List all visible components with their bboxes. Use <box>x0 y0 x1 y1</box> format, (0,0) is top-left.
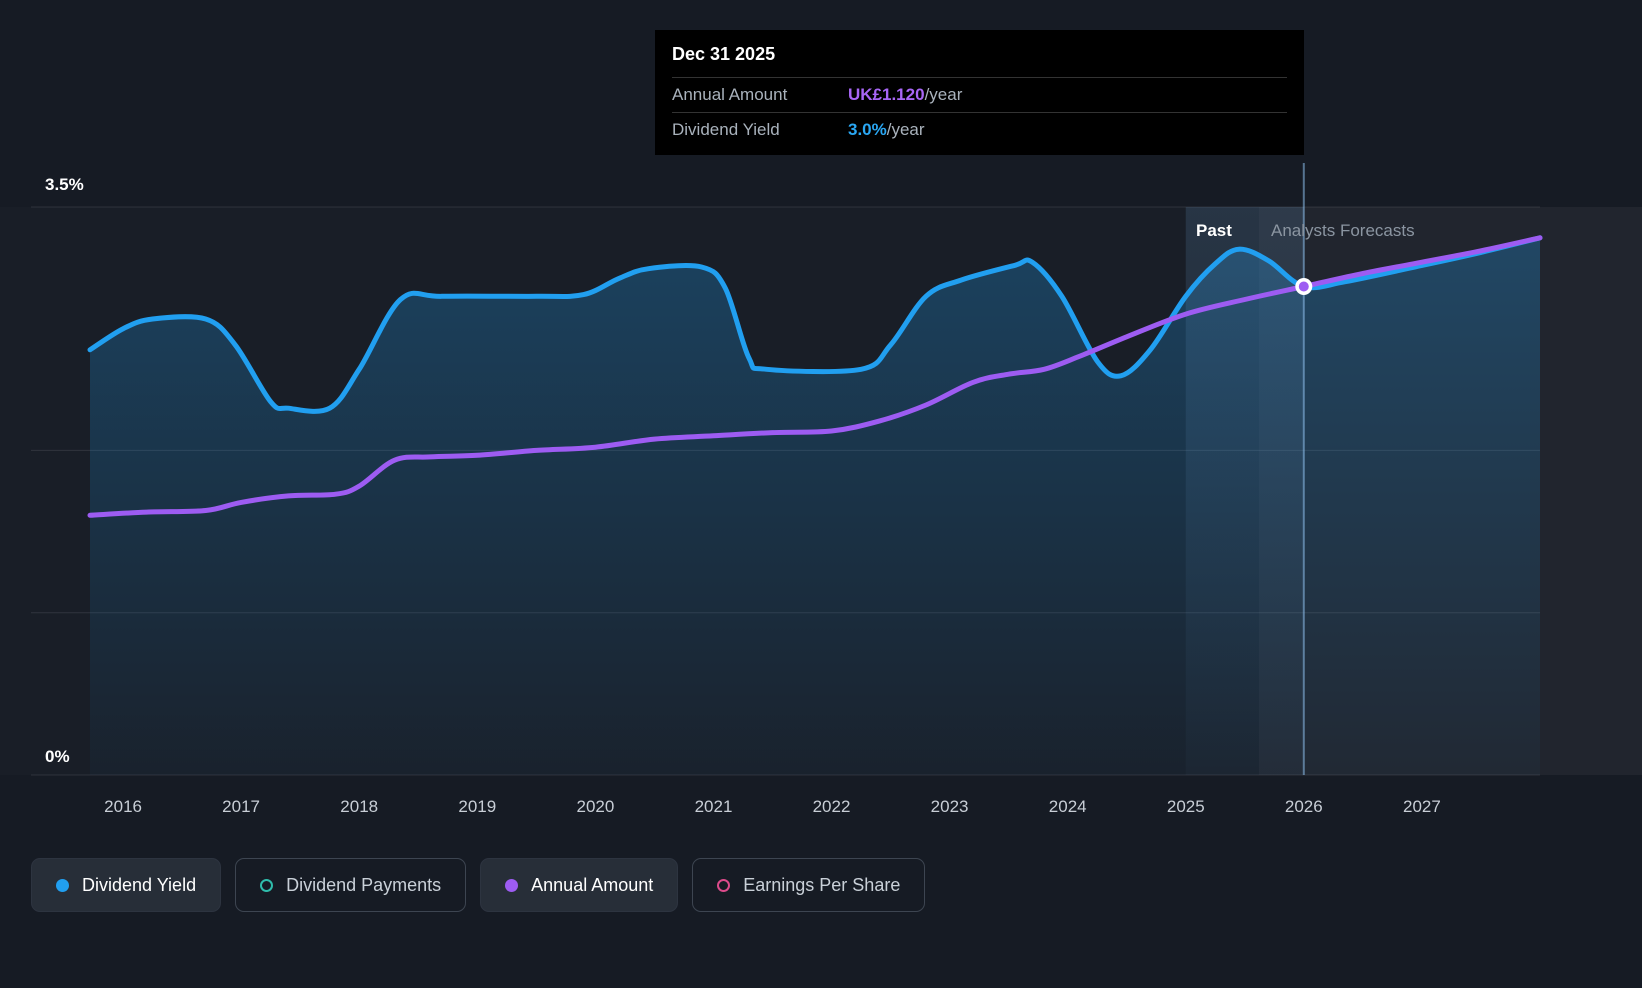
x-tick-label: 2020 <box>576 797 614 816</box>
x-tick-label: 2018 <box>340 797 378 816</box>
legend-item-label: Annual Amount <box>531 874 654 895</box>
x-tick-label: 2024 <box>1049 797 1087 816</box>
legend-item-label: Earnings Per Share <box>743 874 901 895</box>
tooltip-row-suffix: /year <box>886 120 925 139</box>
tooltip-row-dividend-yield: Dividend Yield 3.0% /year <box>672 112 1287 147</box>
legend-item-label: Dividend Yield <box>82 874 197 895</box>
x-tick-label: 2022 <box>813 797 851 816</box>
x-tick-label: 2026 <box>1285 797 1323 816</box>
legend-item-dividend-yield[interactable]: Dividend Yield <box>31 858 222 912</box>
x-tick-label: 2016 <box>104 797 142 816</box>
tooltip-row-value: UK£1.120 <box>848 85 925 104</box>
tooltip: Dec 31 2025 Annual Amount UK£1.120 /year… <box>655 30 1304 155</box>
x-tick-label: 2027 <box>1403 797 1441 816</box>
tooltip-row-annual-amount: Annual Amount UK£1.120 /year <box>672 77 1287 112</box>
dividend-payments-swatch-icon <box>260 878 274 892</box>
x-tick-label: 2019 <box>458 797 496 816</box>
x-tick-label: 2023 <box>931 797 969 816</box>
forecast-label: Analysts Forecasts <box>1271 221 1415 240</box>
y-axis-min-label: 0% <box>45 747 70 766</box>
tooltip-date: Dec 31 2025 <box>672 44 776 64</box>
x-tick-label: 2017 <box>222 797 260 816</box>
x-tick-label: 2021 <box>695 797 733 816</box>
legend: Dividend Yield Dividend Payments Annual … <box>31 858 926 912</box>
legend-item-earnings-per-share[interactable]: Earnings Per Share <box>692 858 926 912</box>
dividend-yield-line[interactable] <box>87 235 1543 414</box>
annual-amount-swatch-icon <box>505 878 519 892</box>
tooltip-row-label: Dividend Yield <box>672 120 780 139</box>
legend-item-label: Dividend Payments <box>286 874 442 895</box>
annual-amount-line[interactable] <box>87 235 1543 518</box>
tooltip-row-value: 3.0% <box>848 120 887 139</box>
legend-item-annual-amount[interactable]: Annual Amount <box>480 858 679 912</box>
earnings-per-share-swatch-icon <box>717 878 731 892</box>
marker-dot[interactable] <box>1298 281 1309 292</box>
dividend-yield-swatch-icon <box>56 878 69 892</box>
tooltip-row-label: Annual Amount <box>672 85 788 104</box>
legend-item-dividend-payments[interactable]: Dividend Payments <box>235 858 467 912</box>
past-label: Past <box>1196 221 1232 240</box>
y-axis-max-label: 3.5% <box>45 175 84 194</box>
dividend-yield-area <box>90 237 1540 776</box>
tooltip-row-suffix: /year <box>924 85 963 104</box>
x-tick-label: 2025 <box>1167 797 1205 816</box>
